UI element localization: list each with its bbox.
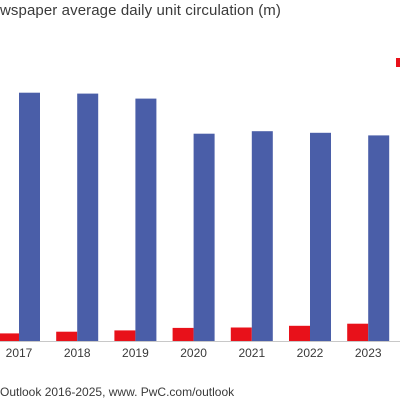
bar-blue-2018 [77, 93, 99, 341]
bar-red-2022 [289, 325, 310, 341]
bar-blue-2017 [19, 92, 40, 341]
x-tick-label: 2020 [180, 346, 207, 360]
bar-red-2019 [114, 330, 136, 341]
bar-blue-2022 [310, 132, 331, 341]
x-tick-label: 2022 [297, 346, 324, 360]
bar-red-2023 [347, 323, 369, 341]
bar-red-2017 [0, 333, 19, 341]
bar-red-2020 [172, 327, 194, 341]
bar-red-2021 [230, 327, 252, 341]
bar-red-2018 [56, 331, 78, 341]
x-tick-label: 2023 [355, 346, 382, 360]
x-tick-label: 2019 [122, 346, 149, 360]
bar-blue-2023 [368, 135, 390, 341]
x-tick-label: 2017 [6, 346, 33, 360]
bar-blue-2021 [251, 131, 273, 341]
bar-blue-2020 [193, 133, 215, 341]
legend-swatch [396, 58, 400, 67]
chart-title: wspaper average daily unit circulation (… [0, 2, 281, 19]
x-tick-label: 2018 [64, 346, 91, 360]
bar-blue-2019 [135, 98, 157, 341]
x-tick-label: 2021 [238, 346, 265, 360]
chart-source: Outlook 2016-2025, www. PwC.com/outlook [0, 385, 235, 399]
